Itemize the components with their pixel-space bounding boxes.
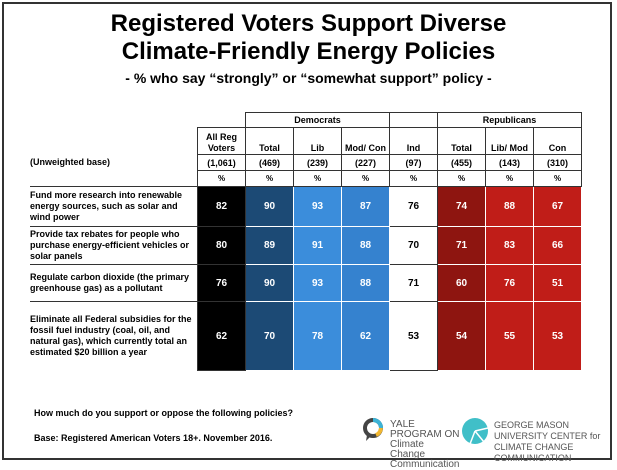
column-header: Total [437,127,486,155]
value-cell: 90 [245,186,294,227]
unit-label: % [389,170,438,187]
unit-label: % [245,170,294,187]
row-label: Provide tax rebates for people who purch… [30,226,198,265]
base-count: (227) [341,154,390,171]
value-cell: 62 [197,301,246,371]
value-cell: 54 [437,301,486,371]
column-header: Mod/ Con [341,127,390,155]
value-cell: 71 [389,264,438,302]
table-row: Regulate carbon dioxide (the primary gre… [30,264,582,302]
row-label: Eliminate all Federal subsidies for the … [30,301,198,371]
unit-label: % [197,170,246,187]
column-header: Lib [293,127,342,155]
empty-cell [30,128,198,155]
value-cell: 87 [341,186,390,227]
value-cell: 70 [245,301,294,371]
base-count: (143) [485,154,534,171]
value-cell: 89 [245,226,294,265]
value-cell: 76 [485,264,534,302]
table-row: Provide tax rebates for people who purch… [30,226,582,265]
value-cell: 88 [341,264,390,302]
title-line-2: Climate-Friendly Energy Policies [121,38,496,65]
title-line-1: Registered Voters Support Diverse [110,10,507,37]
value-cell: 62 [341,301,390,371]
unit-label: % [533,170,582,187]
value-cell: 67 [533,186,582,227]
empty-cell [30,171,198,187]
value-cell: 91 [293,226,342,265]
unit-label: % [293,170,342,187]
base-count: (455) [437,154,486,171]
unit-label: % [341,170,390,187]
value-cell: 83 [485,226,534,265]
results-table: Democrats Republicans All Reg Voters Total L… [30,112,582,371]
value-cell: 82 [197,186,246,227]
table-row: Fund more research into renewable energy… [30,186,582,227]
row-label: Regulate carbon dioxide (the primary gre… [30,264,198,302]
table-row: Eliminate all Federal subsidies for the … [30,301,582,371]
base-count: (469) [245,154,294,171]
value-cell: 70 [389,226,438,265]
column-header: Lib/ Mod [485,127,534,155]
base-count: (97) [389,154,438,171]
question-text: How much do you support or oppose the fo… [34,408,293,418]
unit-label: % [437,170,486,187]
value-cell: 80 [197,226,246,265]
row-label: Fund more research into renewable energy… [30,186,198,227]
nautilus-icon [462,418,489,445]
value-cell: 93 [293,186,342,227]
group-republicans: Republicans [437,112,582,128]
group-democrats: Democrats [245,112,390,128]
column-header: Ind [389,127,438,155]
value-cell: 78 [293,301,342,371]
value-cell: 76 [389,186,438,227]
value-cell: 51 [533,264,582,302]
empty-cell [389,112,438,128]
value-cell: 93 [293,264,342,302]
value-cell: 53 [533,301,582,371]
speech-bubble-icon [363,418,383,441]
value-cell: 53 [389,301,438,371]
column-header: Con [533,127,582,155]
base-count: (1,061) [197,154,246,171]
value-cell: 60 [437,264,486,302]
value-cell: 55 [485,301,534,371]
value-cell: 90 [245,264,294,302]
column-header: Total [245,127,294,155]
value-cell: 76 [197,264,246,302]
chart-title: Registered Voters Support Diverse Climate… [0,10,617,66]
value-cell: 71 [437,226,486,265]
base-label: (Unweighted base) [30,157,111,167]
base-count: (310) [533,154,582,171]
base-row: (Unweighted base) (1,061) (469) (239) (227)(… [30,154,582,171]
unit-row: %%%%%%%% [30,170,582,187]
column-header-row: All Reg Voters Total Lib Mod/ Con Ind Total Li… [30,127,582,155]
unit-label: % [485,170,534,187]
base-text: Base: Registered American Voters 18+. No… [34,433,273,443]
value-cell: 74 [437,186,486,227]
value-cell: 88 [485,186,534,227]
value-cell: 88 [341,226,390,265]
base-count: (239) [293,154,342,171]
empty-cell [198,113,246,128]
group-header-row: Democrats Republicans [30,112,582,128]
column-header: All Reg Voters [197,127,246,155]
chart-subtitle: - % who say “strongly” or “somewhat supp… [125,70,492,86]
empty-cell [30,113,198,128]
value-cell: 66 [533,226,582,265]
